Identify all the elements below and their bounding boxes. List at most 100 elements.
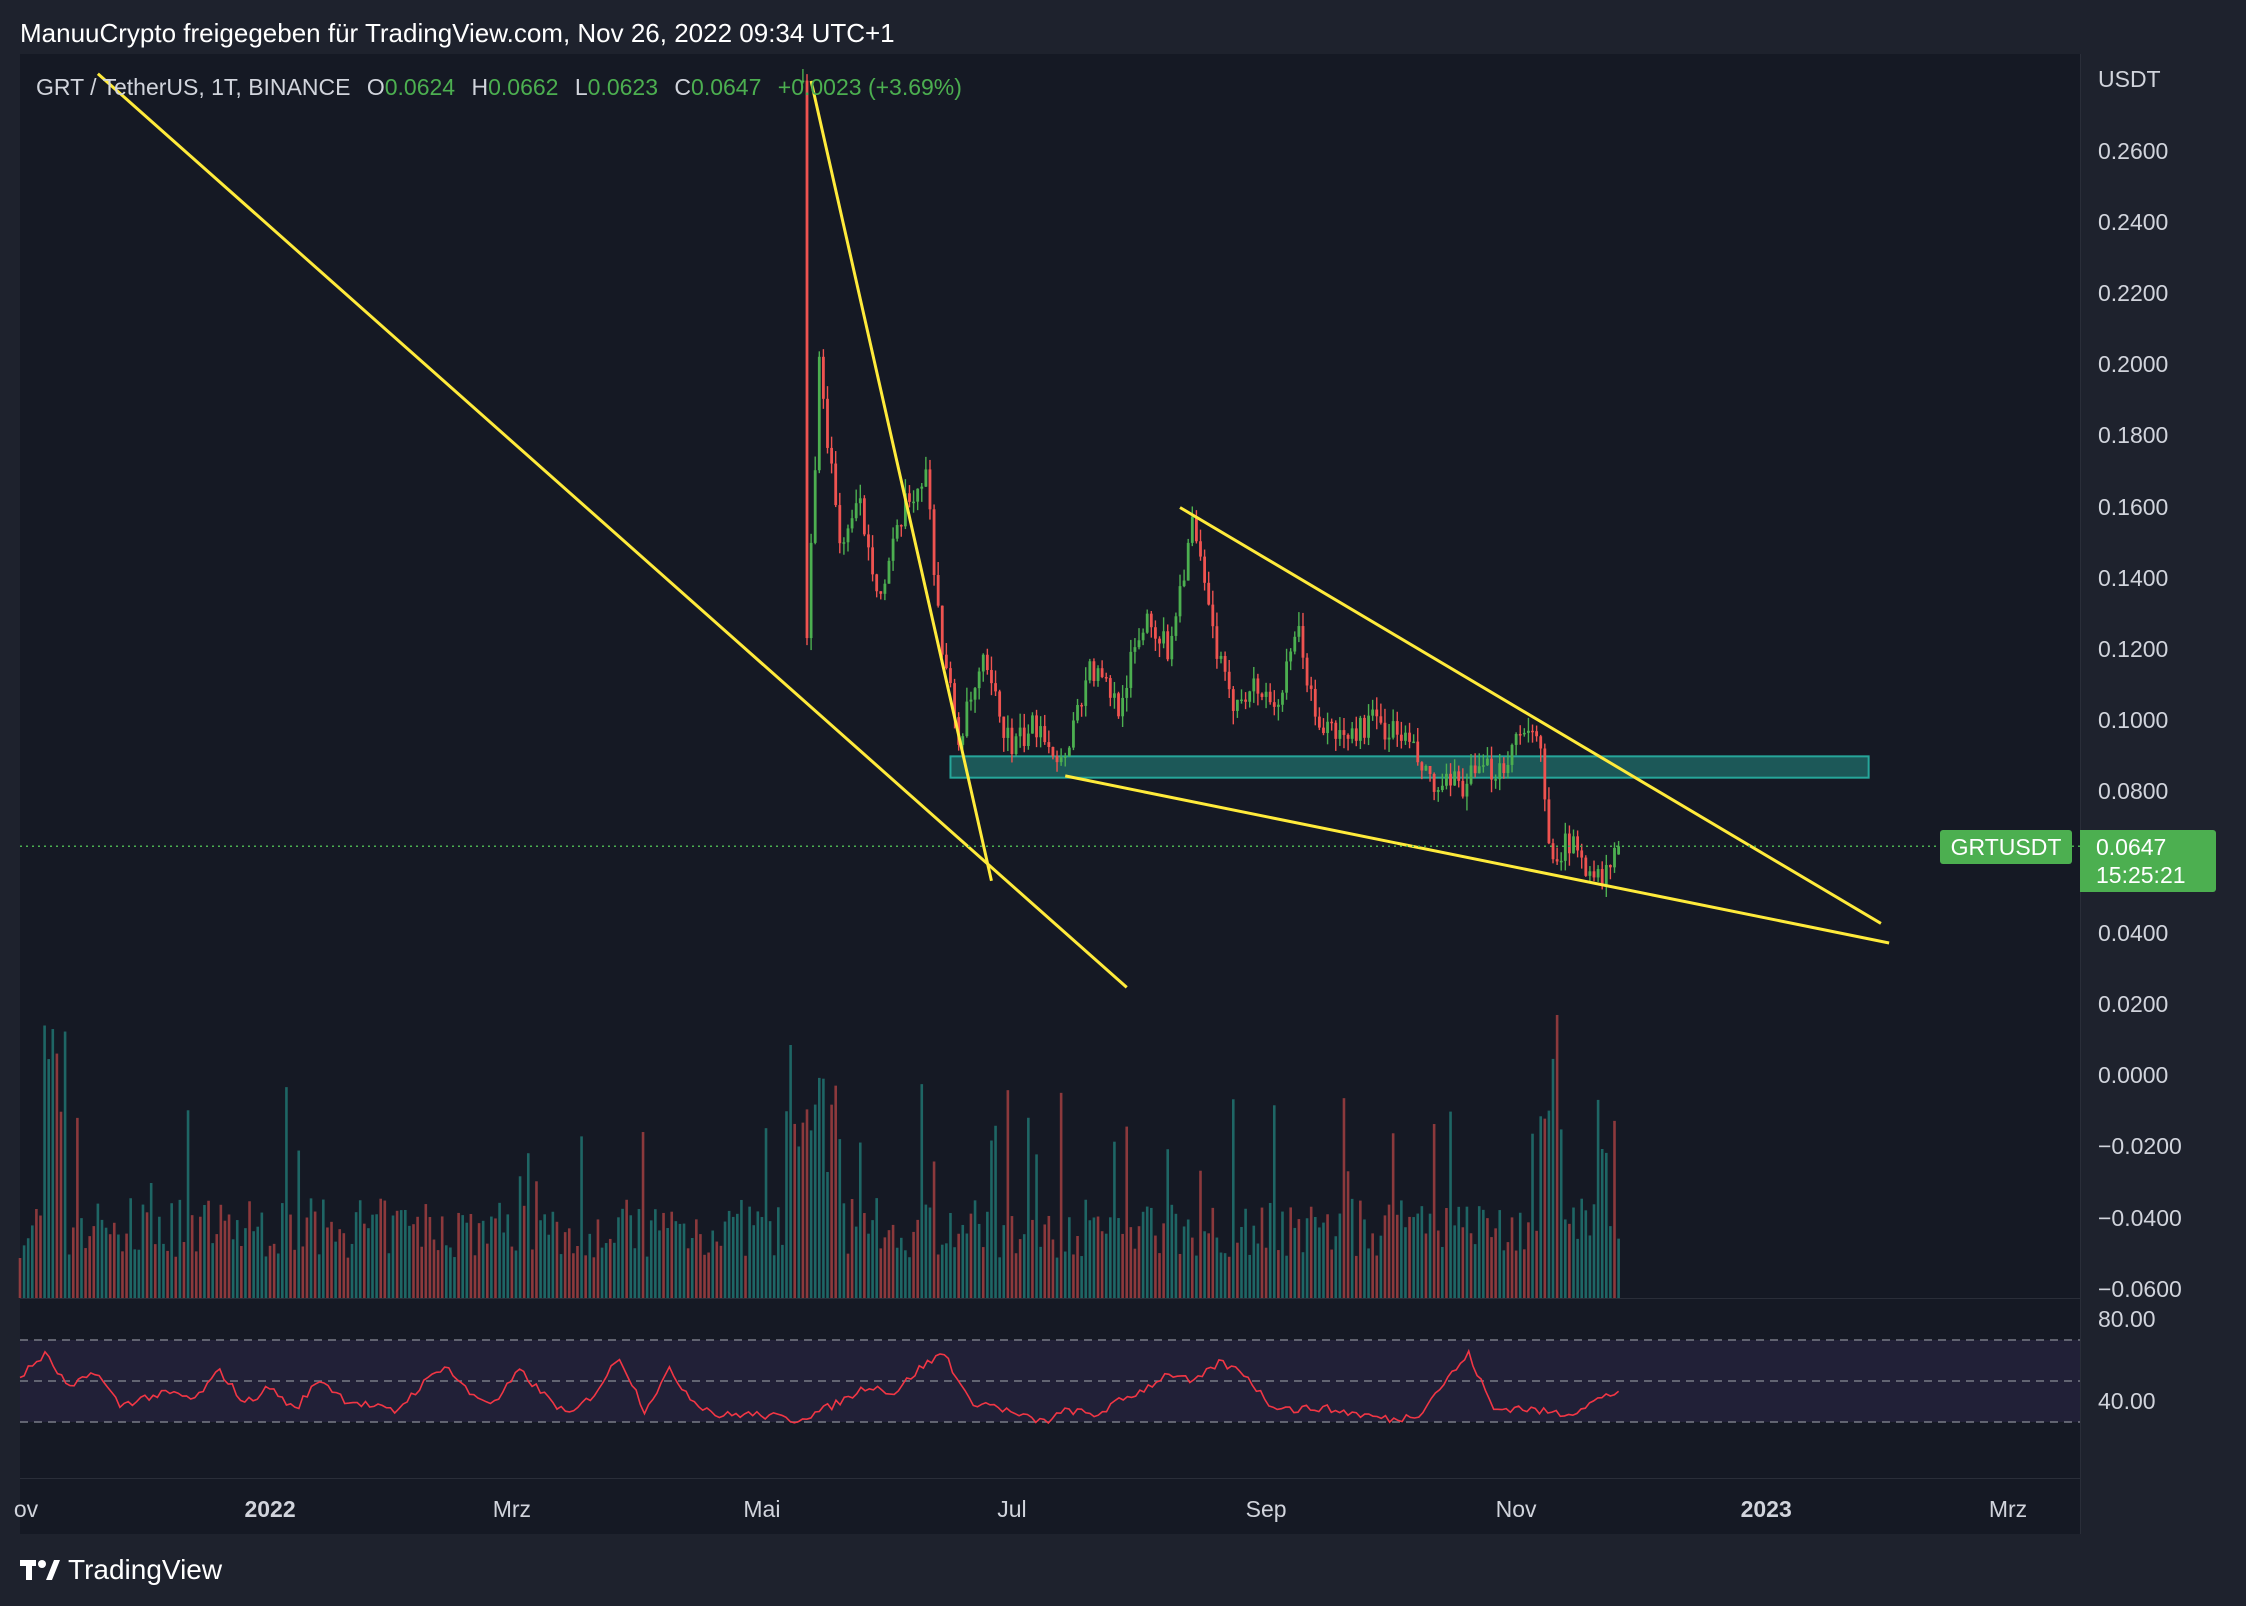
volume-bar: [92, 1226, 96, 1298]
volume-bar: [1195, 1255, 1198, 1298]
volume-bar: [440, 1216, 444, 1298]
candle-body: [1395, 721, 1399, 735]
volume-bar: [256, 1226, 260, 1298]
candle-body: [1477, 766, 1481, 774]
candle-body: [1264, 691, 1268, 697]
candle-body: [1613, 847, 1616, 868]
volume-bar: [1055, 1257, 1059, 1298]
volume-bar: [547, 1234, 551, 1298]
volume-bar: [1559, 1129, 1563, 1298]
candle-body: [1399, 734, 1403, 741]
volume-bar: [63, 1031, 67, 1298]
volume-bar: [108, 1234, 112, 1298]
candle-body: [1609, 864, 1612, 868]
volume-bar: [231, 1239, 235, 1298]
volume-bar: [592, 1257, 596, 1298]
volume-bar: [268, 1245, 272, 1298]
volume-bar: [1178, 1253, 1182, 1298]
volume-bar: [961, 1224, 965, 1298]
volume-bar: [1473, 1244, 1477, 1298]
volume-bar: [1301, 1252, 1305, 1298]
volume-bar: [39, 1215, 42, 1298]
candle-body: [887, 560, 891, 584]
candle-body: [981, 654, 985, 672]
candle-body: [846, 528, 850, 543]
volume-bar: [678, 1223, 682, 1298]
volume-bar: [1531, 1133, 1534, 1298]
candle-body: [1576, 836, 1580, 851]
volume-bar: [133, 1249, 137, 1298]
volume-bar: [1162, 1223, 1165, 1298]
candle-body: [1527, 730, 1530, 733]
volume-bar: [842, 1203, 846, 1298]
volume-bar: [539, 1220, 542, 1298]
volume-bar: [1256, 1243, 1260, 1298]
volume-bar: [1170, 1204, 1174, 1298]
volume-bar: [1568, 1223, 1571, 1298]
volume-bar: [965, 1233, 969, 1298]
candle-body: [1276, 704, 1280, 707]
candle-body: [871, 547, 874, 575]
volume-bar: [1031, 1219, 1034, 1298]
volume-bar: [346, 1257, 350, 1298]
candle-body: [1334, 722, 1338, 739]
volume-bar: [363, 1223, 366, 1298]
candle-body: [1178, 586, 1182, 617]
candle-body: [1408, 732, 1411, 742]
candle-body: [932, 509, 936, 576]
volume-bar: [1461, 1227, 1465, 1298]
candle-body: [1240, 699, 1243, 702]
candle-body: [1014, 736, 1018, 755]
symbol-badge: GRTUSDT: [1940, 830, 2072, 864]
time-tick-label: Jul: [997, 1496, 1027, 1522]
volume-bar: [797, 1146, 801, 1298]
volume-bar: [342, 1233, 346, 1298]
volume-bar: [416, 1216, 419, 1298]
volume-bar: [1416, 1213, 1420, 1298]
volume-bar: [727, 1210, 731, 1298]
volume-bar: [1379, 1235, 1383, 1298]
volume-bar: [43, 1025, 46, 1298]
volume-bar: [1203, 1231, 1206, 1298]
volume-bar: [100, 1219, 104, 1298]
candle-body: [809, 542, 813, 639]
candle-body: [1158, 638, 1161, 644]
volume-bar: [1018, 1239, 1022, 1298]
volume-bar: [940, 1244, 944, 1298]
volume-bar: [559, 1254, 563, 1298]
volume-bar: [781, 1244, 784, 1298]
volume-bar: [986, 1211, 989, 1298]
price-tick-label: 0.0200: [2098, 991, 2169, 1018]
candle-body: [1219, 656, 1223, 659]
volume-bar: [1174, 1213, 1178, 1298]
volume-bar: [1617, 1238, 1620, 1298]
candle-body: [1563, 833, 1567, 861]
candle-body: [1473, 765, 1477, 774]
candle-body: [1100, 668, 1104, 677]
candle-body: [1305, 657, 1309, 686]
volume-bar: [813, 1104, 817, 1298]
tradingview-footer[interactable]: TradingView: [20, 1554, 222, 1586]
volume-bar: [1313, 1217, 1317, 1298]
candle-body: [1281, 692, 1284, 705]
candle-body: [1207, 582, 1211, 605]
volume-bar: [281, 1203, 284, 1298]
volume-bar: [84, 1248, 87, 1298]
candle-body: [1067, 747, 1071, 757]
volume-bar: [580, 1136, 583, 1298]
volume-bar: [1281, 1211, 1284, 1298]
volume-bar: [834, 1085, 837, 1298]
volume-bar: [543, 1214, 546, 1298]
volume-bar: [30, 1225, 34, 1298]
time-tick-label: Mrz: [492, 1496, 532, 1522]
candle-body: [1469, 765, 1473, 784]
candle-body: [1018, 727, 1022, 737]
volume-bar: [1186, 1219, 1190, 1298]
volume-bar: [121, 1251, 124, 1298]
volume-bar: [1113, 1141, 1116, 1298]
volume-bar: [1371, 1233, 1374, 1298]
volume-bar: [55, 1053, 59, 1298]
volume-bar: [555, 1221, 559, 1298]
volume-bar: [1551, 1058, 1555, 1298]
